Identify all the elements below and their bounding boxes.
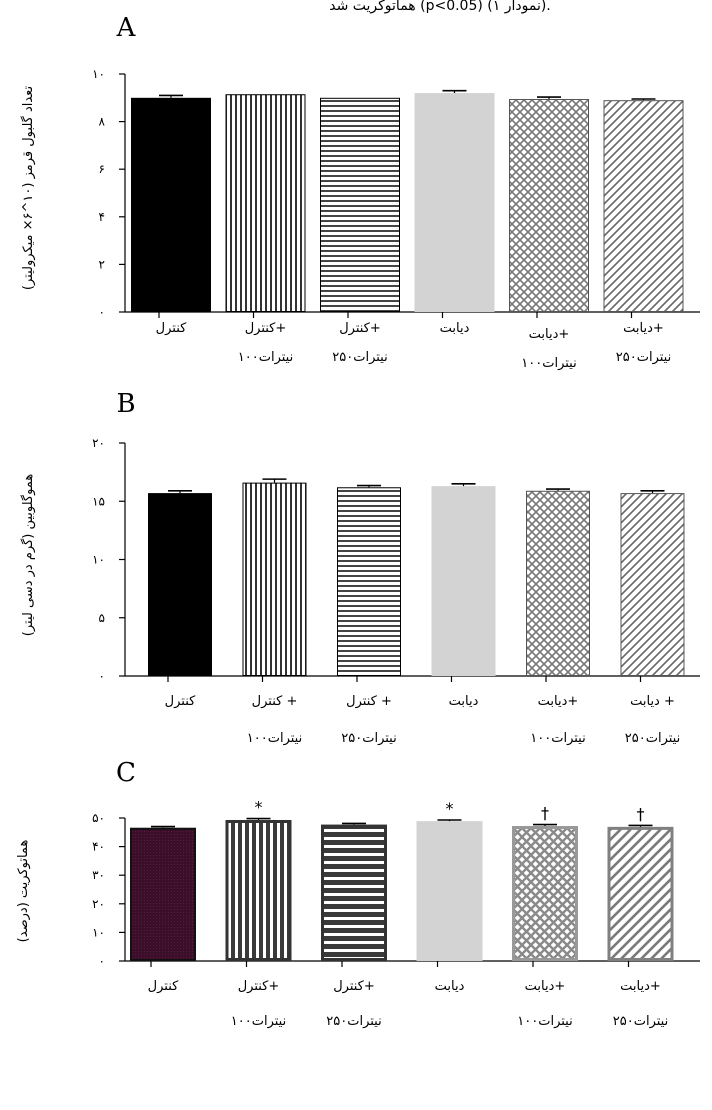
bar [148, 493, 212, 676]
panel-label: C [116, 758, 136, 788]
x-category-label: کنترل+ [245, 321, 287, 336]
bar [130, 827, 196, 961]
y-axis-label: تعداد گلبول قرمز (۱۰^۶× میکرولیتر) [20, 86, 36, 291]
y-tick-label: ۶ [99, 162, 105, 176]
y-axis-label: هماتوکریت (درصد) [16, 840, 31, 943]
bar [225, 94, 306, 313]
bar [431, 486, 496, 677]
y-axis-label: هموگلوبین (گرم در دسی لیتر) [20, 474, 36, 637]
bar [131, 97, 211, 312]
x-category-label: کنترل [165, 694, 196, 709]
x-category-label: دیابت+ [623, 321, 664, 336]
chart-panel-c: C هماتوکریت (درصد) ۰ ۱۰ ۲۰ ۳۰ ۴۰ ۵۰ کنترل * کنترل+… [16, 758, 700, 1029]
chart-panel-a: A تعداد گلبول قرمز (۱۰^۶× میکرولیتر) ۰ ۲ ۴ ۶ ۸… [20, 13, 700, 371]
x-category-label-line2: نیترات۲۵۰ [616, 350, 671, 365]
x-category-label: کنترل + [346, 694, 392, 709]
y-tick-label: ۵۰ [92, 811, 105, 825]
bar [607, 826, 674, 962]
chart-panel-b: B هموگلوبین (گرم در دسی لیتر) ۰ ۵ ۱۰ ۱۵ ۲۰ کنتر… [20, 389, 700, 746]
panel-label: B [116, 389, 135, 419]
x-category-label: دیابت+ [620, 979, 661, 994]
significance-marker: * [255, 798, 263, 817]
x-category-label: دیابت+ [525, 979, 566, 994]
x-category-label: دیابت + [630, 694, 675, 709]
x-category-label: کنترل+ [238, 979, 280, 994]
bar [414, 93, 495, 313]
bar [337, 487, 401, 676]
x-category-label-line2: نیترات۲۵۰ [341, 731, 396, 746]
x-category-label: دیابت+ [529, 327, 570, 342]
x-category-label: کنترل + [252, 694, 298, 709]
bar [526, 490, 590, 677]
y-tick-label: ۸ [99, 115, 106, 129]
x-category-label: دیابت [449, 694, 479, 709]
bar [509, 98, 589, 312]
x-category-label-line2: نیترات۱۰۰ [517, 1014, 572, 1029]
y-tick-label: ۱۰ [92, 553, 105, 567]
y-tick-label: ۵ [99, 611, 105, 625]
y-tick-label: ۳۰ [92, 868, 105, 882]
x-category-label: دیابت [435, 979, 465, 994]
x-category-label-line2: نیترات۱۰۰ [238, 350, 293, 365]
x-category-label-line2: نیترات۱۰۰ [231, 1014, 286, 1029]
significance-marker: † [637, 804, 645, 823]
y-tick-label: ۱۵ [92, 494, 105, 508]
bar [603, 100, 684, 313]
x-category-label-line2: نیترات۲۵۰ [613, 1014, 668, 1029]
y-tick-label: ۰ [99, 305, 105, 319]
x-category-label: دیابت [440, 321, 470, 336]
bar [416, 821, 483, 961]
bar [512, 826, 578, 961]
y-tick-label: ۴۰ [92, 840, 105, 854]
x-category-label-line2: نیترات۲۵۰ [332, 350, 387, 365]
y-tick-label: ۲۰ [92, 436, 105, 450]
bar [620, 493, 685, 676]
x-category-label-line2: نیترات۱۰۰ [530, 731, 585, 746]
y-tick-label: ۴ [99, 210, 105, 224]
x-category-label-line2: نیترات۲۵۰ [326, 1014, 381, 1029]
significance-marker: * [446, 799, 454, 818]
x-category-label: کنترل+ [339, 321, 381, 336]
x-category-label: کنترل [156, 321, 187, 336]
x-category-label: کنترل+ [333, 979, 375, 994]
bar [225, 820, 292, 962]
x-category-label-line2: نیترات۱۰۰ [521, 356, 576, 371]
header-text: هماتوکریت شد (p<0.05) (نمودار ۱). [329, 0, 551, 14]
bar [320, 97, 400, 312]
y-tick-label: ۰ [99, 954, 105, 968]
panel-label: A [116, 13, 137, 43]
x-category-label-line2: نیترات۲۵۰ [625, 731, 680, 746]
significance-marker: † [541, 804, 549, 823]
y-tick-label: ۱۰ [92, 925, 105, 939]
x-category-label-line2: نیترات۱۰۰ [247, 731, 302, 746]
y-tick-label: ۰ [99, 669, 105, 683]
y-tick-label: ۲۰ [92, 897, 105, 911]
y-tick-label: ۱۰ [92, 67, 105, 81]
bar [321, 824, 387, 961]
x-category-label: دیابت+ [538, 694, 579, 709]
bar [242, 482, 307, 676]
y-tick-label: ۲ [99, 257, 105, 271]
x-category-label: کنترل [148, 979, 179, 994]
